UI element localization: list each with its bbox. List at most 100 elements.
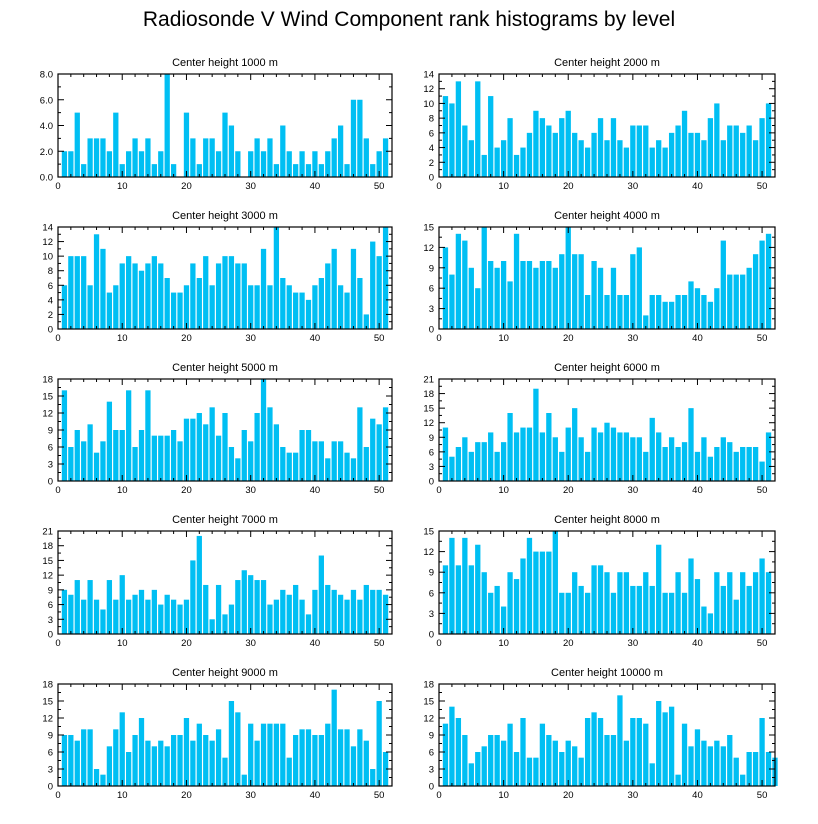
- bar: [604, 295, 610, 329]
- bar: [662, 301, 668, 329]
- bar: [248, 285, 254, 329]
- bar: [286, 594, 292, 634]
- bar: [145, 740, 151, 786]
- bar: [539, 723, 546, 786]
- bar: [662, 592, 668, 634]
- bar: [507, 413, 513, 481]
- bar: [668, 706, 675, 786]
- bar: [222, 112, 228, 177]
- bar: [765, 432, 772, 481]
- bar: [468, 565, 474, 634]
- bar: [675, 447, 681, 481]
- bar: [610, 592, 617, 634]
- bar: [196, 413, 202, 481]
- bar: [694, 451, 701, 481]
- bar: [87, 729, 93, 786]
- y-tick-label: 6: [48, 600, 53, 611]
- bar: [559, 752, 565, 786]
- x-tick-label: 0: [55, 333, 60, 344]
- bar: [733, 757, 739, 786]
- bar: [533, 551, 539, 634]
- y-tick-label: 12: [42, 409, 53, 420]
- bar: [331, 248, 337, 329]
- bar: [533, 267, 539, 329]
- bar: [350, 589, 357, 634]
- bar: [376, 424, 382, 481]
- bar: [746, 267, 752, 329]
- x-tick-label: 50: [374, 790, 385, 801]
- bar: [170, 735, 177, 786]
- bar: [623, 432, 630, 481]
- bar: [228, 701, 235, 786]
- bar: [688, 558, 694, 634]
- bar: [241, 263, 247, 329]
- bar: [720, 746, 726, 786]
- bar: [260, 580, 267, 634]
- bar: [254, 580, 260, 634]
- x-tick-label: 0: [436, 485, 441, 496]
- bar: [93, 452, 100, 481]
- panel-title: Center height 3000 m: [172, 210, 278, 222]
- bar: [572, 746, 578, 786]
- bar: [552, 740, 558, 786]
- x-tick-label: 10: [498, 485, 509, 496]
- bar: [61, 735, 68, 786]
- x-tick-label: 50: [757, 485, 768, 496]
- bar: [235, 712, 241, 786]
- bar: [449, 706, 455, 786]
- bar: [382, 138, 389, 177]
- bar: [164, 435, 170, 481]
- bar: [190, 418, 196, 481]
- bar: [305, 164, 312, 177]
- y-tick-label: 3: [429, 609, 434, 620]
- bar: [688, 408, 694, 481]
- panel-title: Center height 9000 m: [172, 667, 278, 679]
- bar: [248, 723, 254, 786]
- bar: [158, 151, 164, 177]
- x-tick-label: 40: [692, 638, 703, 649]
- bar: [363, 447, 369, 481]
- panel-title: Center height 6000 m: [554, 362, 660, 374]
- bar: [145, 390, 151, 481]
- bar: [623, 572, 630, 634]
- bar: [475, 442, 481, 481]
- x-tick-label: 50: [757, 638, 768, 649]
- y-tick-label: 12: [423, 243, 434, 254]
- bar: [714, 288, 720, 329]
- x-tick-label: 30: [628, 790, 639, 801]
- bar: [164, 74, 170, 177]
- bar: [449, 456, 455, 481]
- bar: [344, 599, 350, 634]
- y-tick-label: 15: [423, 223, 434, 234]
- bar: [462, 240, 468, 329]
- bar: [286, 757, 292, 786]
- bar: [462, 537, 468, 634]
- bar: [565, 110, 571, 177]
- bar: [707, 746, 714, 786]
- bar: [81, 599, 87, 634]
- bar: [630, 585, 636, 634]
- bar: [662, 447, 668, 481]
- bar: [100, 609, 106, 634]
- bar: [164, 746, 170, 786]
- bar: [151, 435, 157, 481]
- x-tick-label: 0: [55, 485, 60, 496]
- bar: [656, 701, 662, 786]
- bar: [183, 112, 190, 177]
- x-tick-label: 0: [436, 638, 441, 649]
- bar: [318, 164, 324, 177]
- panel-2: Center height 2000 m 0 10 20 30 40 50 0 2 4 6 8 10 12…: [423, 57, 776, 192]
- x-tick-label: 40: [692, 790, 703, 801]
- bar: [449, 274, 455, 329]
- bar: [475, 81, 481, 177]
- bar: [357, 407, 363, 481]
- bar: [363, 740, 369, 786]
- x-tick-label: 10: [117, 181, 128, 192]
- bar: [623, 147, 630, 177]
- y-tick-label: 6: [429, 128, 434, 139]
- bar: [765, 103, 772, 177]
- bar: [357, 729, 363, 786]
- bar: [106, 580, 113, 634]
- bar: [559, 451, 565, 481]
- y-tick-label: 9: [429, 433, 434, 444]
